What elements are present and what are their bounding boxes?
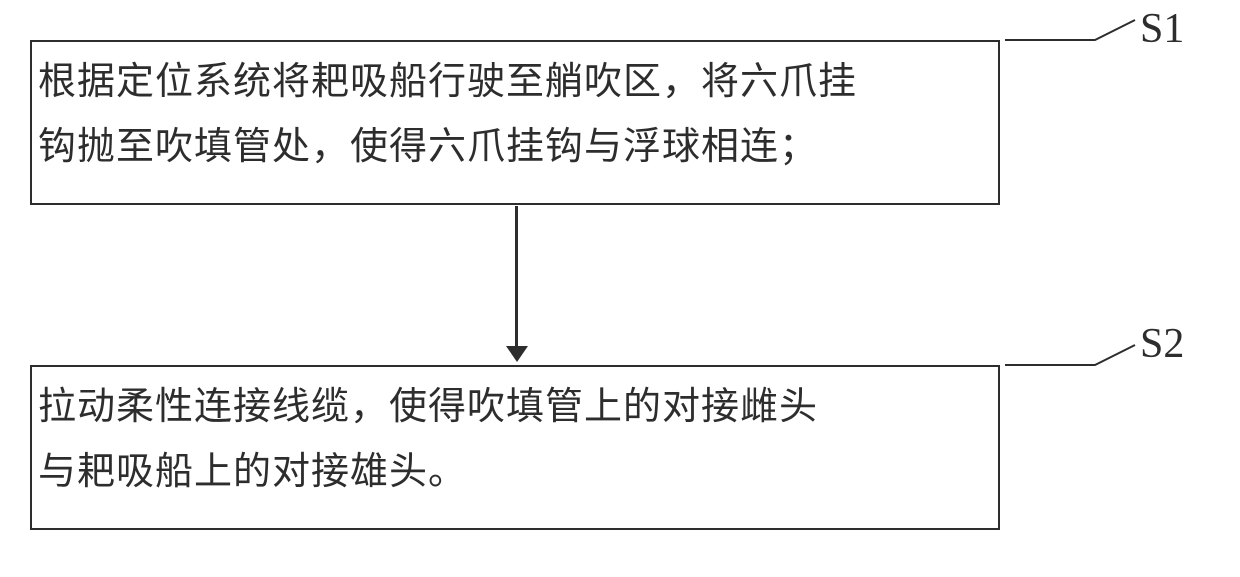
step-s1-line1: 根据定位系统将耙吸船行驶至艄吹区，将六爪挂 <box>38 50 998 115</box>
step-s1-line2: 钩抛至吹填管处，使得六爪挂钩与浮球相连； <box>38 115 998 180</box>
step-box-s1: 根据定位系统将耙吸船行驶至艄吹区，将六爪挂 钩抛至吹填管处，使得六爪挂钩与浮球相… <box>30 40 1000 205</box>
flowchart-canvas: 根据定位系统将耙吸船行驶至艄吹区，将六爪挂 钩抛至吹填管处，使得六爪挂钩与浮球相… <box>0 0 1240 577</box>
step-box-s2: 拉动柔性连接线缆，使得吹填管上的对接雌头 与耙吸船上的对接雄头。 <box>30 365 1000 530</box>
step-label-s2: S2 <box>1140 320 1184 368</box>
arrow-shaft <box>515 206 518 348</box>
step-label-s1: S1 <box>1140 5 1184 53</box>
step-s2-line1: 拉动柔性连接线缆，使得吹填管上的对接雌头 <box>38 375 998 440</box>
step-s2-line2: 与耙吸船上的对接雄头。 <box>38 440 998 505</box>
arrow-head-icon <box>506 346 528 362</box>
